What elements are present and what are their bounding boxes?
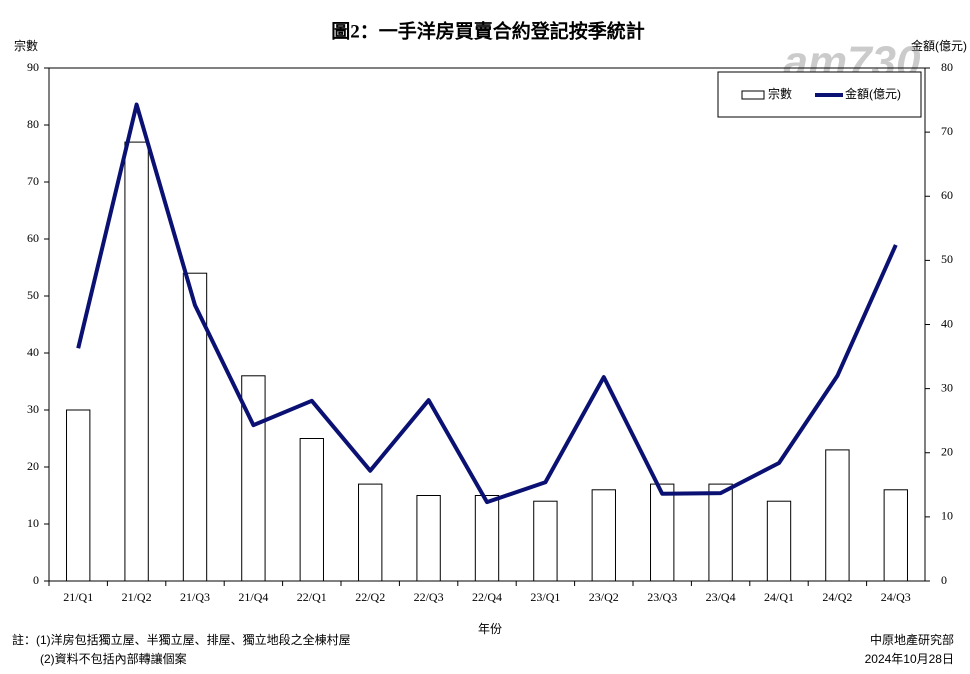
footnote: 註：(1)洋房包括獨立屋、半獨立屋、排屋、獨立地段之全棟村屋 (12, 632, 351, 647)
bar (591, 489, 616, 582)
bar (124, 141, 149, 582)
line (76, 102, 898, 505)
bar (533, 500, 558, 582)
y2-tick-label: 0 (941, 573, 947, 587)
bar (650, 483, 675, 582)
x-axis-label: 年份 (478, 622, 502, 636)
y-tick-label: 20 (27, 459, 39, 473)
x-tick-label: 21/Q1 (63, 590, 93, 604)
bar (766, 500, 792, 582)
y-tick-label: 70 (27, 174, 39, 188)
y-tick-label: 30 (27, 402, 39, 416)
bar (708, 483, 733, 582)
legend-swatch (741, 90, 765, 100)
y2-tick-label: 30 (941, 380, 953, 394)
y2-tick-label: 70 (941, 124, 953, 138)
y-tick-label: 50 (27, 288, 39, 302)
y2-tick-label: 20 (941, 445, 953, 459)
x-tick-label: 21/Q2 (122, 590, 152, 604)
date: 2024年10月28日 (865, 652, 954, 666)
y-axis-label: 宗數 (14, 38, 38, 53)
bar (358, 483, 383, 582)
y2-axis-label: 金額(億元) (911, 38, 967, 53)
bar (474, 495, 500, 582)
x-tick-label: 22/Q2 (355, 590, 385, 604)
x-tick-label: 24/Q2 (822, 590, 852, 604)
legend-label: 金額(億元) (845, 86, 901, 101)
y-tick-label: 0 (33, 573, 39, 587)
y-tick-label: 90 (27, 60, 39, 74)
footnote: (2)資料不包括內部轉讓個案 (40, 651, 187, 666)
y2-tick-label: 40 (941, 316, 953, 330)
x-tick-label: 22/Q4 (472, 590, 502, 604)
x-tick-label: 21/Q3 (180, 590, 210, 604)
bar (182, 272, 208, 582)
y2-tick-label: 50 (941, 252, 953, 266)
x-tick-label: 23/Q4 (706, 590, 736, 604)
bar (416, 495, 441, 582)
y2-tick-label: 10 (941, 509, 953, 523)
x-tick-label: 22/Q1 (297, 590, 327, 604)
x-tick-label: 21/Q4 (238, 590, 268, 604)
bar (883, 489, 908, 582)
x-tick-label: 23/Q1 (530, 590, 560, 604)
x-tick-label: 23/Q2 (589, 590, 619, 604)
y-tick-label: 40 (27, 345, 39, 359)
y-tick-label: 80 (27, 117, 39, 131)
y-tick-label: 10 (27, 516, 39, 530)
y2-tick-label: 60 (941, 188, 953, 202)
x-tick-label: 24/Q1 (764, 590, 794, 604)
chart-title: 圖2：一手洋房買賣合約登記按季統計 (331, 19, 645, 42)
y-tick-label: 60 (27, 231, 39, 245)
legend-label: 宗數 (768, 86, 792, 101)
x-tick-label: 24/Q3 (881, 590, 911, 604)
x-tick-label: 22/Q3 (414, 590, 444, 604)
bar (299, 438, 324, 582)
source: 中原地產研究部 (870, 632, 954, 647)
bar (241, 375, 266, 582)
x-tick-label: 23/Q3 (647, 590, 677, 604)
y2-tick-label: 80 (941, 60, 953, 74)
bar (825, 449, 850, 582)
bar (66, 409, 91, 582)
